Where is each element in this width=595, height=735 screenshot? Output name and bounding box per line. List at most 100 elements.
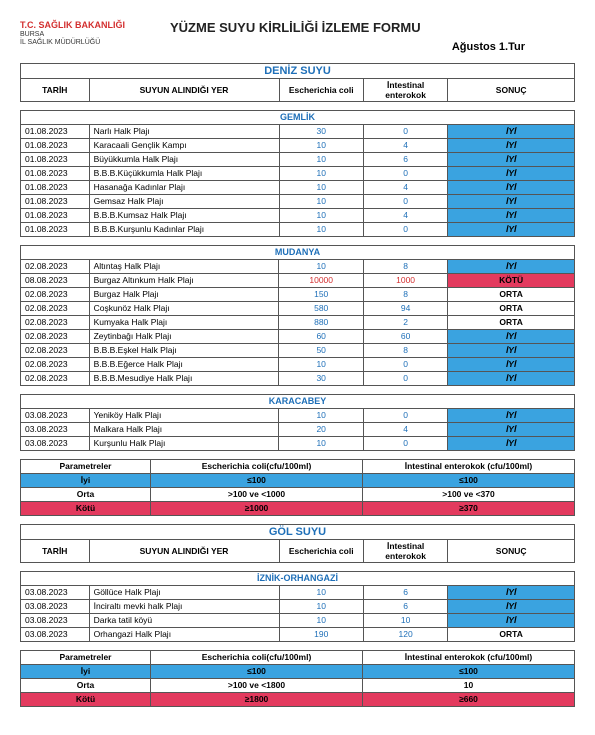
cell-result: İYİ <box>448 194 575 208</box>
cell-location: Burgaz Halk Plajı <box>89 287 279 301</box>
data-row: 03.08.2023 Yeniköy Halk Plajı 10 0 İYİ <box>21 408 575 422</box>
cell-date: 08.08.2023 <box>21 273 90 287</box>
cell-location: Coşkunöz Halk Plajı <box>89 301 279 315</box>
data-row: 01.08.2023 B.B.B.Küçükkumla Halk Plajı 1… <box>21 166 575 180</box>
data-row: 03.08.2023 İnciraltı mevki halk Plajı 10… <box>21 599 575 613</box>
cell-result: İYİ <box>448 138 575 152</box>
cell-enterokok: 10 <box>363 613 447 627</box>
cell-date: 02.08.2023 <box>21 357 90 371</box>
data-row: 01.08.2023 B.B.B.Kumsaz Halk Plajı 10 4 … <box>21 208 575 222</box>
data-row: 01.08.2023 Hasanağa Kadınlar Plajı 10 4 … <box>21 180 575 194</box>
cell-date: 01.08.2023 <box>21 208 90 222</box>
region-name: KARACABEY <box>21 394 575 408</box>
cell-location: Narlı Halk Plajı <box>89 124 279 138</box>
cell-date: 02.08.2023 <box>21 287 90 301</box>
param-ie: ≥660 <box>363 692 575 706</box>
region-name: MUDANYA <box>21 245 575 259</box>
cell-result: İYİ <box>448 152 575 166</box>
cell-ecoli: 10000 <box>279 273 363 287</box>
param-row: İyi ≤100 ≤100 <box>21 664 575 678</box>
cell-result: İYİ <box>448 585 575 599</box>
col-tarih: TARİH <box>21 78 90 101</box>
data-row: 02.08.2023 B.B.B.Eğerce Halk Plajı 10 0 … <box>21 357 575 371</box>
param-ie: 10 <box>363 678 575 692</box>
section-title: GÖL SUYU <box>21 524 575 539</box>
cell-ecoli: 60 <box>279 329 363 343</box>
param-row: İyi ≤100 ≤100 <box>21 473 575 487</box>
cell-result: İYİ <box>448 613 575 627</box>
cell-enterokok: 6 <box>363 152 447 166</box>
cell-result: İYİ <box>448 599 575 613</box>
cell-location: B.B.B.Mesudiye Halk Plajı <box>89 371 279 385</box>
cell-location: B.B.B.Kurşunlu Kadınlar Plajı <box>89 222 279 236</box>
data-row: 03.08.2023 Darka tatil köyü 10 10 İYİ <box>21 613 575 627</box>
cell-ecoli: 580 <box>279 301 363 315</box>
cell-location: Orhangazi Halk Plajı <box>89 627 279 641</box>
cell-ecoli: 50 <box>279 343 363 357</box>
cell-enterokok: 0 <box>363 408 447 422</box>
cell-enterokok: 120 <box>363 627 447 641</box>
cell-enterokok: 94 <box>363 301 447 315</box>
data-row: 02.08.2023 Kumyaka Halk Plajı 880 2 ORTA <box>21 315 575 329</box>
param-ie: >100 ve <370 <box>363 487 575 501</box>
cell-location: Kurşunlu Halk Plajı <box>89 436 279 450</box>
param-header: Parametreler <box>21 650 151 664</box>
cell-result: ORTA <box>448 315 575 329</box>
data-row: 08.08.2023 Burgaz Altınkum Halk Plajı 10… <box>21 273 575 287</box>
param-ie: ≤100 <box>363 473 575 487</box>
cell-enterokok: 4 <box>363 138 447 152</box>
param-row: Kötü ≥1000 ≥370 <box>21 501 575 515</box>
data-row: 02.08.2023 Coşkunöz Halk Plajı 580 94 OR… <box>21 301 575 315</box>
cell-enterokok: 6 <box>363 599 447 613</box>
data-row: 02.08.2023 B.B.B.Eşkel Halk Plajı 50 8 İ… <box>21 343 575 357</box>
cell-location: İnciraltı mevki halk Plajı <box>89 599 279 613</box>
section-table: DENİZ SUYU TARİH SUYUN ALINDIĞI YER Esch… <box>20 63 575 102</box>
cell-date: 02.08.2023 <box>21 371 90 385</box>
param-label: Kötü <box>21 501 151 515</box>
region-table: MUDANYA 02.08.2023 Altıntaş Halk Plajı 1… <box>20 245 575 386</box>
col-yer: SUYUN ALINDIĞI YER <box>89 78 279 101</box>
cell-enterokok: 0 <box>363 436 447 450</box>
cell-location: Göllüce Halk Plajı <box>89 585 279 599</box>
cell-date: 01.08.2023 <box>21 222 90 236</box>
cell-date: 03.08.2023 <box>21 627 90 641</box>
data-row: 02.08.2023 Burgaz Halk Plajı 150 8 ORTA <box>21 287 575 301</box>
cell-ecoli: 10 <box>279 357 363 371</box>
param-label: İyi <box>21 473 151 487</box>
cell-date: 01.08.2023 <box>21 180 90 194</box>
cell-enterokok: 0 <box>363 357 447 371</box>
param-ie: ≤100 <box>363 664 575 678</box>
cell-ecoli: 10 <box>279 259 363 273</box>
col-ie: İntestinal enterokok <box>363 539 447 562</box>
cell-date: 02.08.2023 <box>21 343 90 357</box>
cell-date: 03.08.2023 <box>21 408 90 422</box>
cell-result: ORTA <box>448 287 575 301</box>
cell-result: İYİ <box>448 357 575 371</box>
param-label: Kötü <box>21 692 151 706</box>
param-ie-header: İntestinal enterokok (cfu/100ml) <box>363 459 575 473</box>
cell-enterokok: 4 <box>363 208 447 222</box>
cell-location: B.B.B.Kumsaz Halk Plajı <box>89 208 279 222</box>
param-row: Orta >100 ve <1000 >100 ve <370 <box>21 487 575 501</box>
cell-ecoli: 10 <box>279 436 363 450</box>
cell-location: Gemsaz Halk Plajı <box>89 194 279 208</box>
data-row: 01.08.2023 Karacaali Gençlik Kampı 10 4 … <box>21 138 575 152</box>
cell-result: İYİ <box>448 371 575 385</box>
cell-location: Büyükkumla Halk Plajı <box>89 152 279 166</box>
cell-date: 01.08.2023 <box>21 152 90 166</box>
cell-date: 03.08.2023 <box>21 436 90 450</box>
cell-ecoli: 30 <box>279 371 363 385</box>
cell-location: Burgaz Altınkum Halk Plajı <box>89 273 279 287</box>
cell-enterokok: 6 <box>363 585 447 599</box>
cell-location: Darka tatil köyü <box>89 613 279 627</box>
cell-ecoli: 10 <box>279 194 363 208</box>
cell-ecoli: 10 <box>279 599 363 613</box>
cell-enterokok: 1000 <box>363 273 447 287</box>
cell-result: İYİ <box>448 259 575 273</box>
cell-result: İYİ <box>448 408 575 422</box>
region-table: KARACABEY 03.08.2023 Yeniköy Halk Plajı … <box>20 394 575 451</box>
param-ec: >100 ve <1000 <box>151 487 363 501</box>
data-row: 01.08.2023 Büyükkumla Halk Plajı 10 6 İY… <box>21 152 575 166</box>
param-row: Kötü ≥1800 ≥660 <box>21 692 575 706</box>
cell-ecoli: 20 <box>279 422 363 436</box>
